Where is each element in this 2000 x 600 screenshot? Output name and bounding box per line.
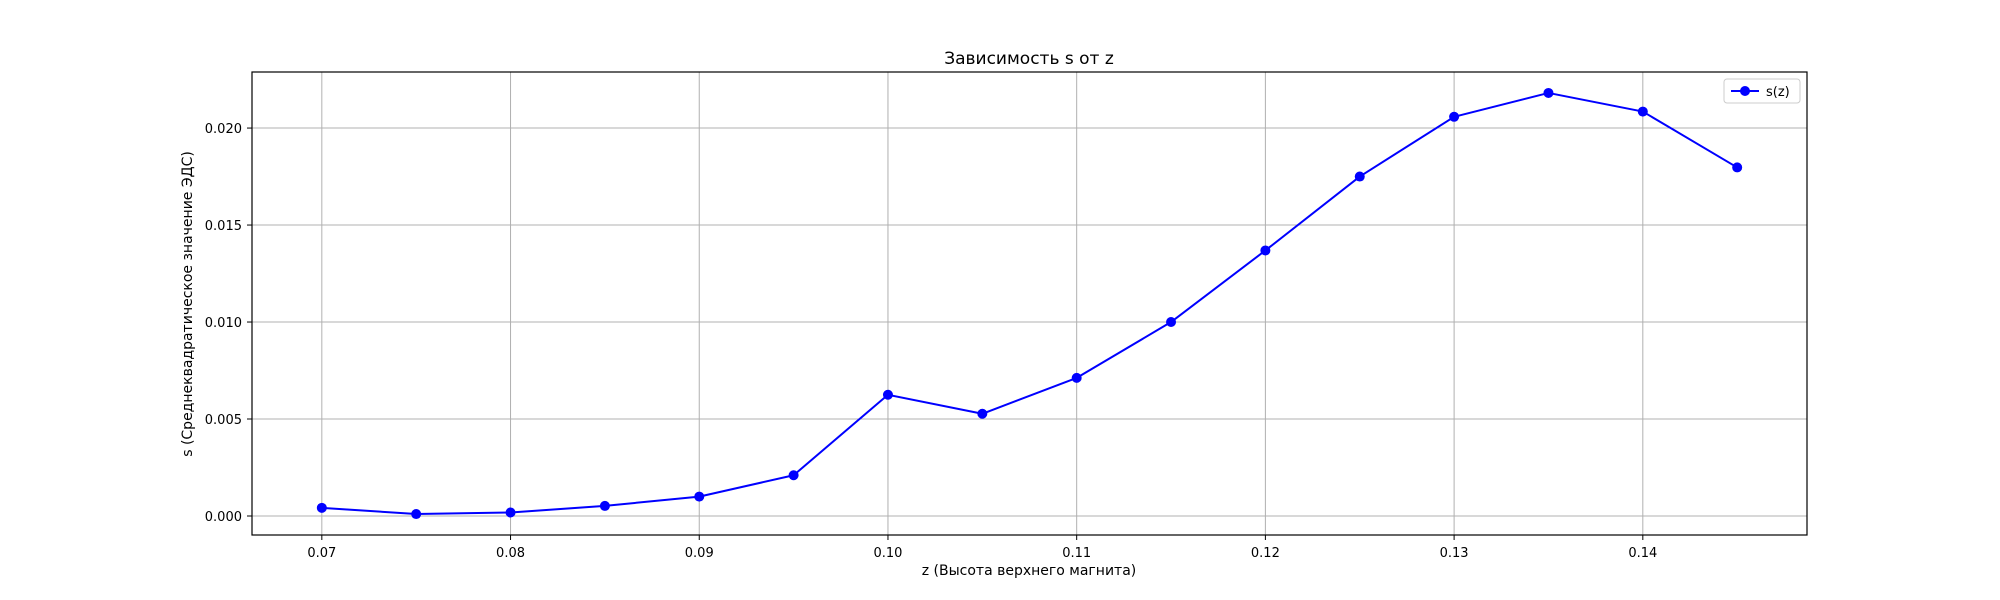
- data-point: [1354, 171, 1365, 182]
- data-point: [1166, 317, 1177, 328]
- y-tick-label: 0.000: [205, 510, 242, 525]
- legend-label: s(z): [1766, 85, 1790, 100]
- data-point: [788, 470, 799, 481]
- data-point: [977, 408, 988, 419]
- x-tick-label: 0.14: [1628, 546, 1657, 561]
- axis-ticks: 0.07 0.08 0.09 0.10 0.11 0.12 0.13 0.14 0.000 0.0…: [205, 122, 1658, 561]
- data-point: [316, 502, 327, 513]
- data-point: [1260, 245, 1271, 256]
- x-axis-label: z (Высота верхнего магнита): [922, 563, 1136, 579]
- x-tick-label: 0.11: [1062, 546, 1091, 561]
- data-point: [1732, 162, 1743, 173]
- data-point: [1543, 87, 1554, 98]
- legend: s(z): [1723, 78, 1801, 104]
- data-point: [1449, 111, 1460, 122]
- data-point: [411, 509, 422, 520]
- series-layer: [316, 87, 1743, 520]
- data-point: [505, 507, 516, 518]
- data-point: [599, 500, 610, 511]
- plot-area-frame: [251, 71, 1808, 536]
- y-tick-label: 0.005: [205, 413, 242, 428]
- x-tick-label: 0.10: [873, 546, 902, 561]
- series-line: [321, 91, 1738, 516]
- x-tick-label: 0.07: [307, 546, 336, 561]
- data-point: [1637, 106, 1648, 117]
- data-point: [1071, 372, 1082, 383]
- x-tick-label: 0.09: [685, 546, 714, 561]
- chart-title: Зависимость s от z: [944, 49, 1114, 69]
- data-point: [882, 389, 893, 400]
- y-tick-label: 0.010: [205, 316, 242, 331]
- y-tick-label: 0.020: [205, 122, 242, 137]
- y-axis-label: s (Среднеквадратическое значение ЭДС): [180, 151, 196, 457]
- x-tick-label: 0.13: [1440, 546, 1469, 561]
- legend-box: [1723, 78, 1801, 104]
- plot-area-background: [252, 72, 1807, 535]
- x-tick-label: 0.08: [496, 546, 525, 561]
- legend-marker: [1740, 86, 1750, 96]
- y-tick-label: 0.015: [205, 219, 242, 234]
- x-tick-label: 0.12: [1251, 546, 1280, 561]
- data-point: [694, 491, 705, 502]
